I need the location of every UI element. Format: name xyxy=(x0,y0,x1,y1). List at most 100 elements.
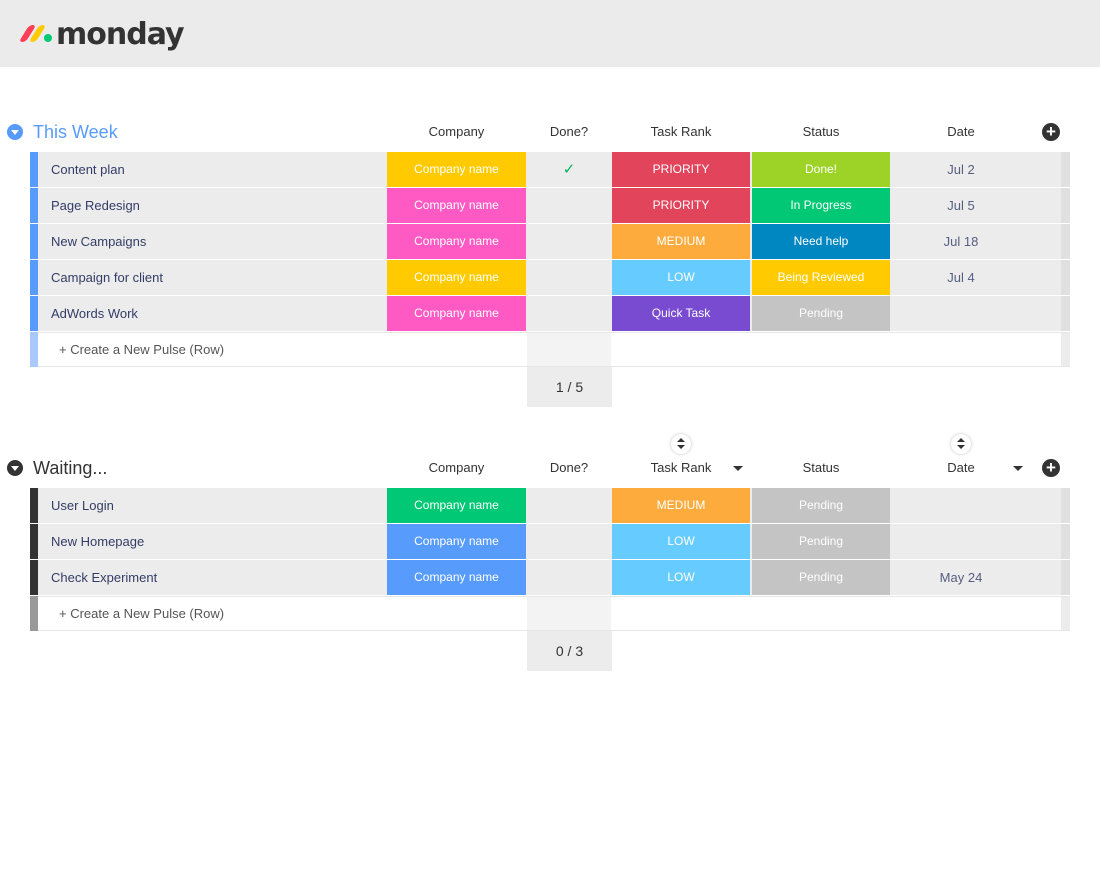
done-cell[interactable] xyxy=(527,560,611,595)
status-cell[interactable]: Pending xyxy=(752,488,890,523)
task-rank-cell[interactable]: MEDIUM xyxy=(612,488,750,523)
date-cell[interactable]: Jul 2 xyxy=(947,162,975,177)
group-header: Waiting... Company Done? Task Rank Statu… xyxy=(0,450,1100,486)
add-column-plus-icon[interactable]: + xyxy=(1042,459,1060,477)
row-menu-cell[interactable] xyxy=(1032,488,1060,523)
table-row[interactable]: AdWords Work Company name Quick Task Pen… xyxy=(30,296,1070,331)
date-cell[interactable]: Jul 18 xyxy=(943,234,979,249)
task-rank-cell[interactable]: PRIORITY xyxy=(612,152,750,187)
status-cell[interactable]: Need help xyxy=(752,224,890,259)
collapse-chevron-icon[interactable] xyxy=(7,124,23,140)
company-cell[interactable]: Company name xyxy=(387,488,526,523)
row-menu-cell[interactable] xyxy=(1032,152,1060,187)
table-row[interactable]: Page Redesign Company name PRIORITY In P… xyxy=(30,188,1070,223)
create-pulse-label[interactable]: + Create a New Pulse (Row) xyxy=(59,606,225,621)
row-menu-cell[interactable] xyxy=(1032,524,1060,559)
row-menu-cell[interactable] xyxy=(1032,188,1060,223)
row-name[interactable]: AdWords Work xyxy=(51,306,138,321)
task-rank-cell[interactable]: PRIORITY xyxy=(612,188,750,223)
company-cell[interactable]: Company name xyxy=(387,524,526,559)
row-color-strip[interactable] xyxy=(30,560,38,595)
group-title[interactable]: This Week xyxy=(33,122,118,142)
column-header-task-rank[interactable]: Task Rank xyxy=(650,124,712,139)
column-header-company[interactable]: Company xyxy=(428,460,485,475)
row-name[interactable]: Page Redesign xyxy=(51,198,140,213)
table-row[interactable]: Check Experiment Company name LOW Pendin… xyxy=(30,560,1070,595)
sort-task-rank-icon[interactable] xyxy=(671,434,691,454)
column-header-company[interactable]: Company xyxy=(428,124,485,139)
monday-logo[interactable]: monday xyxy=(18,14,185,54)
column-header-done[interactable]: Done? xyxy=(549,460,589,475)
row-color-strip[interactable] xyxy=(30,524,38,559)
task-rank-cell[interactable]: LOW xyxy=(612,524,750,559)
done-cell[interactable] xyxy=(527,524,611,559)
company-cell[interactable]: Company name xyxy=(387,296,526,331)
done-cell[interactable] xyxy=(527,224,611,259)
row-menu-cell[interactable] xyxy=(1032,260,1060,295)
table-row[interactable]: Content plan Company name ✓ PRIORITY Don… xyxy=(30,152,1070,187)
status-cell[interactable]: Done! xyxy=(752,152,890,187)
date-cell[interactable]: May 24 xyxy=(939,570,983,585)
done-cell[interactable] xyxy=(527,488,611,523)
status-cell[interactable]: Pending xyxy=(752,560,890,595)
done-check-icon[interactable]: ✓ xyxy=(527,152,611,187)
table-row[interactable]: New Homepage Company name LOW Pending xyxy=(30,524,1070,559)
date-cell[interactable] xyxy=(892,488,1030,523)
sort-date-icon[interactable] xyxy=(951,434,971,454)
row-name[interactable]: User Login xyxy=(51,498,114,513)
company-cell[interactable]: Company name xyxy=(387,224,526,259)
status-cell[interactable]: In Progress xyxy=(752,188,890,223)
create-pulse-row[interactable]: + Create a New Pulse (Row) xyxy=(30,596,1070,631)
row-color-strip[interactable] xyxy=(30,296,38,331)
column-header-date[interactable]: Date xyxy=(947,460,975,475)
status-cell[interactable]: Being Reviewed xyxy=(752,260,890,295)
column-header-status[interactable]: Status xyxy=(802,460,840,475)
row-name[interactable]: New Campaigns xyxy=(51,234,147,249)
row-name[interactable]: Content plan xyxy=(51,162,125,177)
status-cell[interactable]: Pending xyxy=(752,524,890,559)
row-color-strip[interactable] xyxy=(30,488,38,523)
task-rank-cell[interactable]: LOW xyxy=(612,560,750,595)
collapse-chevron-icon[interactable] xyxy=(7,460,23,476)
row-color-strip[interactable] xyxy=(30,188,38,223)
task-rank-cell[interactable]: MEDIUM xyxy=(612,224,750,259)
row-menu-cell[interactable] xyxy=(1032,560,1060,595)
table-row[interactable]: New Campaigns Company name MEDIUM Need h… xyxy=(30,224,1070,259)
date-cell[interactable] xyxy=(892,524,1030,559)
create-pulse-row[interactable]: + Create a New Pulse (Row) xyxy=(30,332,1070,367)
done-cell[interactable] xyxy=(527,188,611,223)
row-menu-cell[interactable] xyxy=(1032,224,1060,259)
row-color-strip[interactable] xyxy=(30,224,38,259)
task-rank-cell[interactable]: LOW xyxy=(612,260,750,295)
column-header-task-rank[interactable]: Task Rank xyxy=(650,460,712,475)
date-cell[interactable] xyxy=(892,296,1030,331)
column-header-done[interactable]: Done? xyxy=(549,124,589,139)
group-header: This Week Company Done? Task Rank Status… xyxy=(0,114,1100,150)
row-color-strip[interactable] xyxy=(30,152,38,187)
done-cell[interactable] xyxy=(527,260,611,295)
company-cell[interactable]: Company name xyxy=(387,188,526,223)
task-rank-cell[interactable]: Quick Task xyxy=(612,296,750,331)
row-menu-cell[interactable] xyxy=(1032,296,1060,331)
chevron-down-icon[interactable] xyxy=(1013,466,1023,471)
column-header-status[interactable]: Status xyxy=(802,124,840,139)
row-name[interactable]: Check Experiment xyxy=(51,570,158,585)
create-pulse-label[interactable]: + Create a New Pulse (Row) xyxy=(59,342,225,357)
company-cell[interactable]: Company name xyxy=(387,560,526,595)
company-cell[interactable]: Company name xyxy=(387,260,526,295)
company-cell[interactable]: Company name xyxy=(387,152,526,187)
row-name[interactable]: Campaign for client xyxy=(51,270,163,285)
date-cell[interactable]: Jul 4 xyxy=(947,270,975,285)
add-column-plus-icon[interactable]: + xyxy=(1042,123,1060,141)
table-row[interactable]: Campaign for client Company name LOW Bei… xyxy=(30,260,1070,295)
row-name[interactable]: New Homepage xyxy=(51,534,145,549)
status-cell[interactable]: Pending xyxy=(752,296,890,331)
date-cell[interactable]: Jul 5 xyxy=(947,198,975,213)
done-cell[interactable] xyxy=(527,296,611,331)
row-color-strip[interactable] xyxy=(30,260,38,295)
chevron-down-icon[interactable] xyxy=(733,466,743,471)
table-row[interactable]: User Login Company name MEDIUM Pending xyxy=(30,488,1070,523)
group-title[interactable]: Waiting... xyxy=(33,458,108,478)
column-header-date[interactable]: Date xyxy=(947,124,975,139)
scrollbar-track xyxy=(1061,333,1070,366)
